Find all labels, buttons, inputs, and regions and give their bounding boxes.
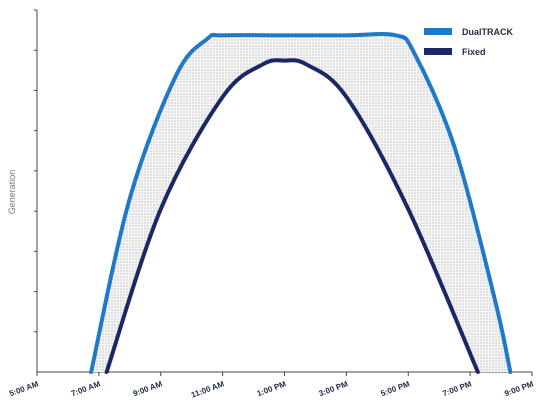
legend-label-dualtrack: DualTRACK (462, 27, 513, 37)
x-tick-label: 7:00 PM (441, 379, 473, 398)
x-tick-label: 3:00 PM (318, 379, 350, 398)
legend-swatch-fixed (424, 48, 452, 55)
x-tick-label: 11:00 AM (190, 379, 226, 399)
series-line-fixed (104, 58, 480, 374)
legend: DualTRACK Fixed (424, 27, 513, 57)
y-axis-label: Generation (7, 170, 17, 215)
x-tick-label: 9:00 AM (132, 379, 164, 398)
legend-label-fixed: Fixed (462, 47, 486, 57)
x-tick-label: 5:00 AM (8, 379, 40, 398)
y-ticks (34, 9, 37, 333)
x-tick-label: 5:00 PM (379, 379, 411, 398)
series-line-dualtrack (89, 32, 513, 374)
legend-swatch-dualtrack (424, 28, 452, 35)
x-ticks: 5:00 AM 7:00 AM 9:00 AM 11:00 AM 1:00 PM 3:00… (8, 372, 535, 400)
gain-area-fill (91, 33, 511, 373)
series-layer (89, 32, 513, 374)
x-tick-label: 7:00 AM (70, 379, 102, 398)
fill-layer (91, 33, 511, 373)
x-tick-label: 9:00 PM (503, 379, 535, 398)
x-tick-label: 1:00 PM (256, 379, 288, 398)
